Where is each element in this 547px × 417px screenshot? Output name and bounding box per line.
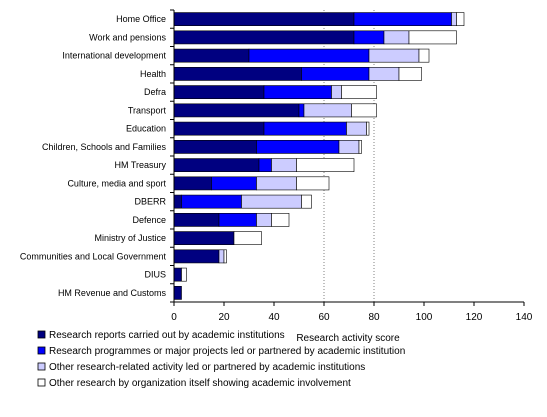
axis-layer: 0 20 40 60 80 100 120 140 Research activity scor… — [170, 9, 533, 344]
category-label: Health — [140, 69, 166, 79]
legend-label-2: Other research-related activity led or p… — [49, 362, 365, 373]
bar-0-series-2 — [451, 12, 457, 26]
bar-8-series-0 — [173, 158, 260, 172]
bar-9-series-3 — [296, 176, 330, 191]
bar-12-series-0 — [173, 231, 235, 245]
x-axis-title: Research activity score — [296, 333, 400, 344]
bar-14-series-0 — [173, 267, 182, 282]
bar-9-series-1 — [211, 176, 257, 191]
bar-1-series-3 — [408, 30, 457, 45]
bar-9-series-2 — [256, 176, 297, 191]
bar-6-series-2 — [346, 121, 367, 136]
category-label: Home Office — [116, 14, 166, 24]
bar-0-series-1 — [353, 12, 452, 26]
bar-4-series-0 — [173, 85, 265, 99]
bar-10-series-2 — [241, 194, 302, 209]
legend-swatch-1 — [37, 346, 46, 355]
x-tick-label: 60 — [318, 312, 330, 323]
legend: Research reports carried out by academic… — [37, 330, 405, 389]
x-tick-label: 0 — [171, 312, 177, 323]
bar-1-series-0 — [173, 30, 355, 45]
bar-0-series-0 — [173, 12, 355, 26]
category-label: International development — [62, 51, 166, 61]
legend-label-0: Research reports carried out by academic… — [49, 330, 285, 341]
bar-2-series-2 — [368, 48, 420, 63]
bar-11-series-3 — [271, 213, 290, 227]
bar-3-series-3 — [398, 67, 422, 81]
legend-label-1: Research programmes or major projects le… — [49, 346, 405, 357]
bar-6-series-0 — [173, 121, 265, 136]
category-label: Children, Schools and Families — [42, 142, 167, 152]
bar-2-series-1 — [248, 48, 370, 63]
bar-8-series-1 — [258, 158, 272, 172]
bar-11-series-2 — [256, 213, 272, 227]
bar-6-series-3 — [366, 121, 370, 136]
bar-15-series-0 — [173, 286, 182, 300]
legend-swatch-2 — [37, 362, 46, 371]
category-label: HM Revenue and Customs — [58, 288, 167, 298]
bar-3-series-1 — [301, 67, 370, 81]
bars-layer — [173, 12, 465, 300]
legend-label-3: Other research by organization itself sh… — [49, 378, 351, 389]
bar-0-series-3 — [456, 12, 465, 26]
category-label: Ministry of Justice — [94, 233, 166, 243]
bar-5-series-2 — [303, 103, 352, 118]
x-tick-label: 80 — [368, 312, 380, 323]
category-label: Culture, media and sport — [67, 178, 166, 188]
bar-13-series-3 — [223, 249, 227, 264]
bar-10-series-3 — [301, 194, 312, 209]
category-label: Communities and Local Government — [20, 251, 167, 261]
bar-2-series-3 — [418, 48, 430, 63]
category-labels: Home Office Work and pensions Internationa… — [20, 14, 167, 298]
bar-1-series-2 — [383, 30, 410, 45]
bar-3-series-2 — [368, 67, 400, 81]
bar-8-series-3 — [296, 158, 355, 172]
bar-7-series-2 — [338, 140, 360, 154]
x-tick-label: 20 — [218, 312, 230, 323]
category-label: Work and pensions — [89, 32, 166, 42]
bar-13-series-2 — [218, 249, 225, 264]
bar-10-series-0 — [173, 194, 182, 209]
bar-4-series-3 — [341, 85, 377, 99]
bar-13-series-0 — [173, 249, 220, 264]
category-label: DBERR — [134, 197, 166, 207]
bar-12-series-3 — [233, 231, 262, 245]
bar-7-series-1 — [256, 140, 340, 154]
x-tick-label: 100 — [416, 312, 433, 323]
bar-2-series-0 — [173, 48, 250, 63]
bar-11-series-0 — [173, 213, 220, 227]
bar-1-series-1 — [353, 30, 385, 45]
bar-5-series-3 — [351, 103, 377, 118]
bar-7-series-0 — [173, 140, 257, 154]
x-tick-label: 120 — [466, 312, 483, 323]
category-label: Defra — [144, 87, 166, 97]
bar-8-series-2 — [271, 158, 297, 172]
bar-4-series-1 — [263, 85, 332, 99]
x-tick-label: 40 — [268, 312, 280, 323]
bar-6-series-1 — [263, 121, 347, 136]
bar-7-series-3 — [358, 140, 362, 154]
bar-9-series-0 — [173, 176, 212, 191]
bar-10-series-1 — [181, 194, 242, 209]
bar-4-series-2 — [331, 85, 342, 99]
bar-11-series-1 — [218, 213, 257, 227]
category-label: HM Treasury — [114, 160, 166, 170]
x-tick-label: 140 — [516, 312, 533, 323]
legend-swatch-3 — [37, 378, 46, 387]
category-label: Defence — [132, 215, 166, 225]
category-label: Education — [126, 124, 166, 134]
bar-3-series-0 — [173, 67, 302, 81]
bar-5-series-0 — [173, 103, 300, 118]
bar-14-series-3 — [181, 267, 187, 282]
category-label: Transport — [128, 105, 167, 115]
category-label: DIUS — [144, 270, 166, 280]
legend-swatch-0 — [37, 330, 46, 339]
bar-5-series-1 — [298, 103, 305, 118]
